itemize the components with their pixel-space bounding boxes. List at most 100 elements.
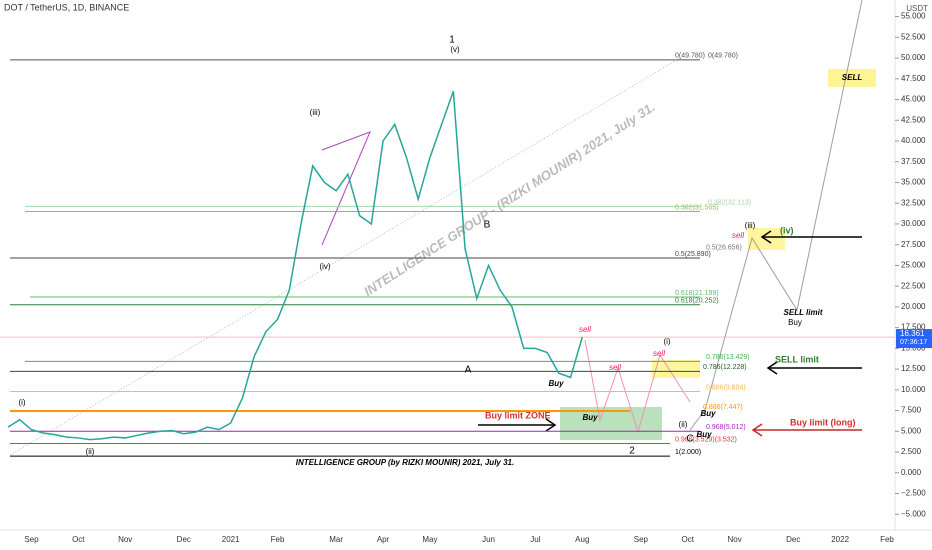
annotation: (ii)	[86, 447, 95, 456]
x-tick-label: Sep	[24, 535, 39, 544]
y-tick-label: 20.000	[901, 302, 926, 311]
annotation: (iii)	[310, 108, 321, 117]
annotation: 2	[629, 446, 635, 457]
fib-label: 0(49.780)	[675, 53, 705, 60]
y-tick-label: 52.500	[901, 32, 926, 41]
x-tick-label: Apr	[377, 535, 390, 544]
x-tick-label: 2022	[831, 535, 849, 544]
fib-label: 0(49.780)	[708, 53, 738, 60]
y-tick-label: −2.500	[901, 489, 926, 498]
x-tick-label: Jun	[482, 535, 495, 544]
fib-label: 0.786(12.228)	[703, 364, 747, 371]
arrow-head	[760, 230, 772, 244]
annotation: A	[465, 365, 472, 376]
sell-zone	[652, 360, 700, 378]
x-tick-label: Dec	[786, 535, 800, 544]
y-tick-label: 12.500	[901, 364, 926, 373]
y-tick-label: 7.500	[901, 406, 922, 415]
annotation: Buy	[582, 413, 598, 422]
y-tick-label: 30.000	[901, 219, 926, 228]
y-tick-label: 37.500	[901, 157, 926, 166]
price-box	[896, 329, 932, 349]
annotation: SELL limit	[784, 308, 823, 317]
y-tick-label: 22.500	[901, 281, 926, 290]
annotation: sell	[653, 349, 665, 358]
arrow-head	[766, 361, 778, 375]
x-tick-label: Nov	[118, 535, 132, 544]
annotation: C	[686, 434, 693, 445]
buy-zone	[560, 407, 662, 440]
annotation: Buy	[696, 430, 712, 439]
y-tick-label: −5.000	[901, 509, 926, 518]
fib-label: 0.618(20.252)	[675, 298, 719, 305]
annotation: SELL limit	[775, 354, 819, 364]
wedge	[321, 131, 371, 246]
annotation: (i)	[18, 398, 25, 407]
fib-label: 0.968(3.529)(3.532)	[675, 436, 737, 443]
annotation: Buy limit (long)	[790, 417, 856, 427]
fib-label: 0.618(21.199)	[675, 290, 719, 297]
x-tick-label: 2021	[222, 535, 240, 544]
y-tick-label: 47.500	[901, 74, 926, 83]
price-label: 16.361	[900, 329, 925, 338]
annotation: (iv)	[319, 262, 330, 271]
projection	[689, 0, 863, 431]
x-tick-label: Feb	[880, 535, 894, 544]
fib-label: 0.886(9.804)	[706, 384, 746, 391]
annotation: SELL	[842, 73, 863, 82]
annotation: sell	[609, 363, 621, 372]
trend-line	[9, 57, 681, 456]
y-tick-label: 55.000	[901, 12, 926, 21]
annotation: (iii)	[745, 221, 756, 230]
annotation: 1	[449, 35, 455, 46]
annotation: (iv)	[780, 225, 794, 235]
annotation: Buy	[700, 409, 716, 418]
arrow-head	[545, 418, 557, 432]
fib-label: 0.968(5.012)	[706, 424, 746, 431]
y-tick-label: 32.500	[901, 198, 926, 207]
y-tick-label: 45.000	[901, 95, 926, 104]
x-tick-label: Oct	[72, 535, 85, 544]
x-tick-label: Nov	[728, 535, 742, 544]
x-tick-label: Mar	[329, 535, 343, 544]
x-tick-label: Sep	[634, 535, 649, 544]
fib-label: 1(2.000)	[675, 449, 701, 456]
chart-title: DOT / TetherUS, 1D, BINANCE	[4, 2, 129, 12]
annotation: Buy	[788, 318, 802, 327]
annotation: sell	[732, 231, 744, 240]
y-tick-label: 27.500	[901, 240, 926, 249]
footer-note: INTELLIGENCE GROUP (by RIZKI MOUNIR) 202…	[296, 458, 514, 467]
fib-label: 0.886(7.447)	[703, 404, 743, 411]
sell-zone	[748, 228, 785, 250]
annotation: (v)	[450, 45, 460, 54]
x-tick-label: Oct	[682, 535, 695, 544]
y-tick-label: 10.000	[901, 385, 926, 394]
fib-label: 0.382(31.505)	[675, 204, 719, 211]
sell-zone	[828, 69, 876, 87]
projection	[584, 339, 691, 434]
annotation: (i)	[663, 337, 670, 346]
x-tick-label: Jul	[530, 535, 540, 544]
annotation: (ii)	[679, 420, 688, 429]
annotation: sell	[579, 325, 591, 334]
price-line-series	[7, 90, 584, 441]
fib-label: 0.382(32.113)	[708, 199, 751, 206]
y-tick-label: 5.000	[901, 426, 922, 435]
countdown: 07:36:17	[900, 339, 927, 346]
y-tick-label: 35.000	[901, 178, 926, 187]
annotation: Buy limit ZONE	[485, 410, 551, 420]
x-tick-label: Dec	[177, 535, 191, 544]
arrow-head	[751, 423, 763, 437]
unit-label: USDT	[906, 4, 928, 13]
y-tick-label: 25.000	[901, 261, 926, 270]
fib-label: 0.5(25.890)	[675, 251, 711, 258]
x-tick-label: May	[422, 535, 437, 544]
x-tick-label: Aug	[575, 535, 589, 544]
y-tick-label: 0.000	[901, 468, 922, 477]
x-tick-label: Feb	[271, 535, 285, 544]
y-tick-label: 40.000	[901, 136, 926, 145]
y-tick-label: 2.500	[901, 447, 922, 456]
annotation: Buy	[548, 379, 564, 388]
